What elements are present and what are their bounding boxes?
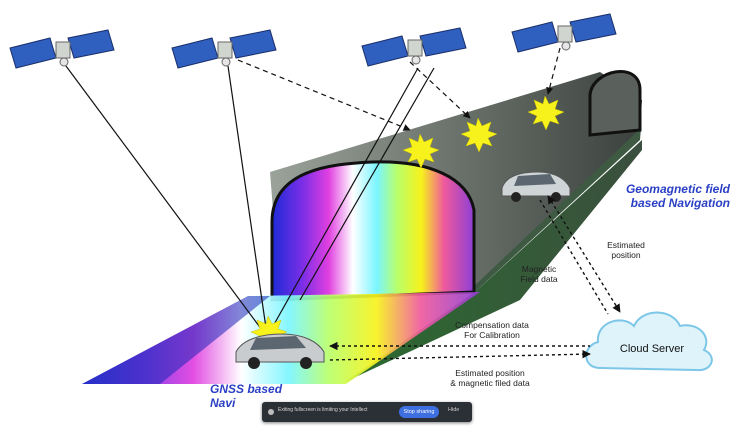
estimated-magnetic-line2: & magnetic filed data [450,378,530,388]
satellite-icon [9,29,115,69]
compensation-label: Compensation data For Calibration [432,320,552,340]
estimated-position-line1: Estimated [607,240,645,250]
tunnel-exit-portal [588,70,642,137]
blocked-signal-lines [237,47,561,131]
magnetic-field-line1: Magnetic [521,264,557,274]
data-link-lines [329,195,621,361]
gnss-label-line1: GNSS based [210,382,283,396]
signal-block-burst-icon [402,95,565,169]
screen-share-toast: Exiting fullscreen is limiting your Inte… [262,402,472,422]
magnetic-field-line2: Field data [520,274,558,284]
compensation-line2: For Calibration [464,330,520,340]
stop-sharing-button[interactable]: Stop sharing [399,406,439,418]
cloud-server-label: Cloud Server [619,343,685,355]
car-icon-gnss [235,333,325,369]
geomagnetic-label-line1: Geomagnetic field [625,182,730,196]
estimated-position-line2: position [611,250,641,260]
geomagnetic-label-line2: based Navigation [630,196,730,210]
tunnel [270,70,642,382]
satellite-icon [511,13,617,53]
geomagnetic-label: Geomagnetic field based Navigation [560,182,730,210]
magnetic-field-label: Magnetic Field data [514,264,564,284]
satellite-icon [171,29,277,69]
car-icon-tunnel [501,171,571,202]
gnss-signal-lines [65,65,435,331]
compensation-line1: Compensation data [455,320,529,330]
tunnel-entrance-portal [270,160,476,302]
cloud-server-shape [585,311,713,372]
satellite-icon [361,27,467,67]
gnss-label-line2: Navi [210,396,236,410]
gnss-label: GNSS based Navi [210,382,290,410]
hide-toast-button[interactable]: Hide [448,407,460,413]
toast-message: Exiting fullscreen is limiting your Inte… [278,407,368,413]
estimated-position-label: Estimated position [596,240,656,260]
info-icon [268,409,274,415]
estimated-magnetic-line1: Estimated position [455,368,525,378]
estimated-magnetic-label: Estimated position & magnetic filed data [430,368,550,388]
